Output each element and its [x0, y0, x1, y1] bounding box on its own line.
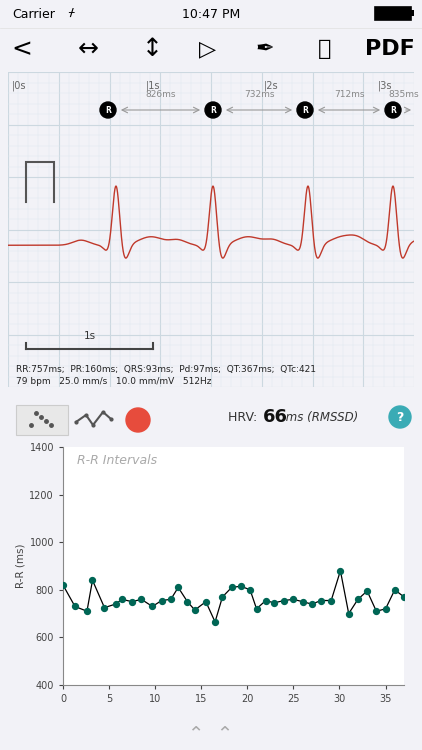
Point — [89, 574, 96, 586]
Point — [247, 584, 254, 596]
Text: |0s: |0s — [12, 80, 27, 91]
Point — [308, 598, 315, 610]
Text: ✒: ✒ — [256, 39, 274, 59]
Point — [138, 593, 145, 605]
Text: |1s: |1s — [146, 80, 160, 91]
Point — [337, 565, 344, 577]
Text: R-R Intervals: R-R Intervals — [77, 454, 157, 467]
Bar — [16, 405, 68, 435]
Text: R: R — [105, 106, 111, 115]
Circle shape — [389, 406, 411, 428]
Text: 826ms: 826ms — [145, 90, 176, 99]
Text: ↕: ↕ — [141, 37, 162, 61]
Text: |3s: |3s — [378, 80, 392, 91]
Point — [84, 605, 90, 617]
Text: R: R — [390, 106, 396, 115]
Point — [299, 596, 306, 608]
Text: 10:47 PM: 10:47 PM — [182, 8, 240, 20]
Point — [219, 591, 226, 603]
Text: <: < — [11, 37, 32, 61]
Point — [382, 603, 389, 615]
Point — [253, 603, 260, 615]
Bar — [411, 10, 414, 16]
Text: Carrier: Carrier — [12, 8, 55, 20]
Circle shape — [126, 408, 150, 432]
Text: ▷: ▷ — [200, 39, 216, 59]
Text: 732ms: 732ms — [244, 90, 274, 99]
Text: 1s: 1s — [84, 331, 95, 341]
Text: ms (RMSSD): ms (RMSSD) — [282, 410, 358, 424]
Point — [203, 596, 209, 608]
Point — [158, 595, 165, 607]
Point — [281, 595, 287, 607]
Point — [112, 598, 119, 610]
Point — [392, 584, 398, 596]
Point — [228, 581, 235, 593]
Point — [119, 593, 125, 605]
Point — [238, 580, 244, 592]
Point — [192, 604, 198, 616]
Text: RR:757ms;  PR:160ms;  QRS:93ms;  Pd:97ms;  QT:367ms;  QTc:421: RR:757ms; PR:160ms; QRS:93ms; Pd:97ms; Q… — [16, 365, 316, 374]
Point — [149, 601, 156, 613]
Circle shape — [205, 102, 221, 118]
Text: ↔: ↔ — [78, 37, 98, 61]
Bar — [375, 7, 411, 20]
Text: ᚋ: ᚋ — [68, 9, 73, 19]
Text: R: R — [210, 106, 216, 115]
Point — [168, 593, 174, 605]
Circle shape — [297, 102, 313, 118]
Point — [184, 596, 191, 608]
Circle shape — [100, 102, 116, 118]
Point — [175, 581, 181, 593]
Point — [318, 595, 325, 607]
Point — [101, 602, 108, 613]
Text: 66: 66 — [263, 408, 288, 426]
Point — [400, 591, 407, 603]
Point — [373, 605, 380, 617]
Text: R: R — [302, 106, 308, 115]
Text: PDF: PDF — [365, 39, 415, 59]
Text: ⌃  ⌃: ⌃ ⌃ — [188, 724, 234, 743]
Point — [129, 596, 135, 608]
Point — [328, 595, 335, 607]
Y-axis label: R-R (ms): R-R (ms) — [15, 544, 25, 588]
Point — [60, 579, 66, 591]
Text: 712ms: 712ms — [334, 90, 364, 99]
Text: 835ms: 835ms — [388, 90, 419, 99]
Text: 79 bpm   25.0 mm/s   10.0 mm/mV   512Hz: 79 bpm 25.0 mm/s 10.0 mm/mV 512Hz — [16, 377, 211, 386]
Point — [212, 616, 219, 628]
Point — [271, 597, 277, 609]
Text: HRV:: HRV: — [228, 410, 261, 424]
Point — [345, 608, 352, 619]
Point — [290, 593, 297, 605]
Text: ⍖: ⍖ — [318, 39, 332, 59]
Point — [354, 593, 361, 605]
Text: |2s: |2s — [264, 80, 279, 91]
Point — [364, 585, 371, 597]
Point — [262, 595, 269, 607]
Point — [72, 601, 78, 613]
Text: ?: ? — [396, 410, 404, 424]
Circle shape — [385, 102, 401, 118]
